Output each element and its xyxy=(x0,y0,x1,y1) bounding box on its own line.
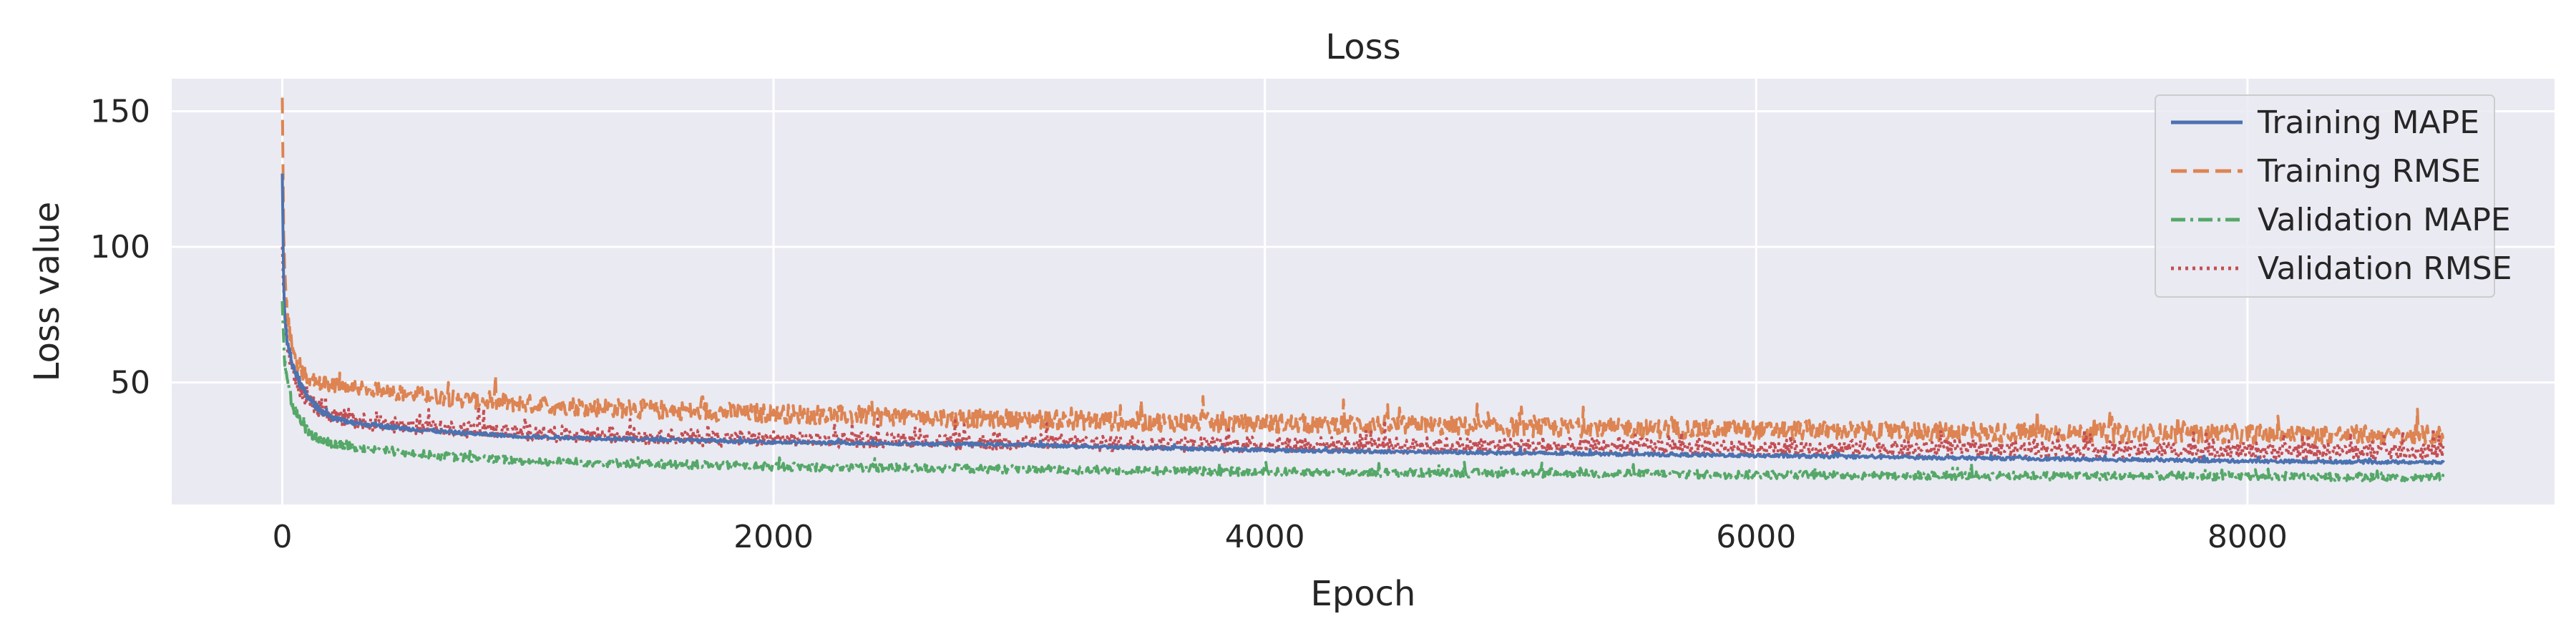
legend-label: Validation MAPE xyxy=(2258,202,2511,238)
x-tick-label: 4000 xyxy=(1225,519,1305,555)
y-tick-label: 50 xyxy=(110,364,150,401)
x-tick-label: 2000 xyxy=(733,519,814,555)
legend: Training MAPE Training RMSE Validation MAP… xyxy=(2155,94,2512,298)
x-axis-label: Epoch xyxy=(1311,574,1416,614)
series-layer xyxy=(280,97,2446,483)
legend-frame xyxy=(2155,94,2495,298)
legend-label: Training MAPE xyxy=(2257,104,2479,141)
chart-title: Loss xyxy=(1325,27,1400,67)
x-tick-label: 6000 xyxy=(1716,519,1796,555)
series-line-training-mape xyxy=(280,173,2445,465)
y-tick-label: 100 xyxy=(90,229,150,265)
series-line-training-rmse xyxy=(280,97,2445,446)
series-line-validation-mape xyxy=(280,301,2446,483)
legend-label: Training RMSE xyxy=(2257,153,2481,190)
y-axis-label: Loss value xyxy=(27,202,67,382)
legend-label: Validation RMSE xyxy=(2258,250,2512,287)
x-tick-label: 8000 xyxy=(2207,519,2288,555)
x-tick-label: 0 xyxy=(272,519,292,555)
tick-labels: 0 2000 4000 6000 8000 50 100 150 xyxy=(90,93,2288,555)
y-tick-label: 150 xyxy=(90,93,150,130)
